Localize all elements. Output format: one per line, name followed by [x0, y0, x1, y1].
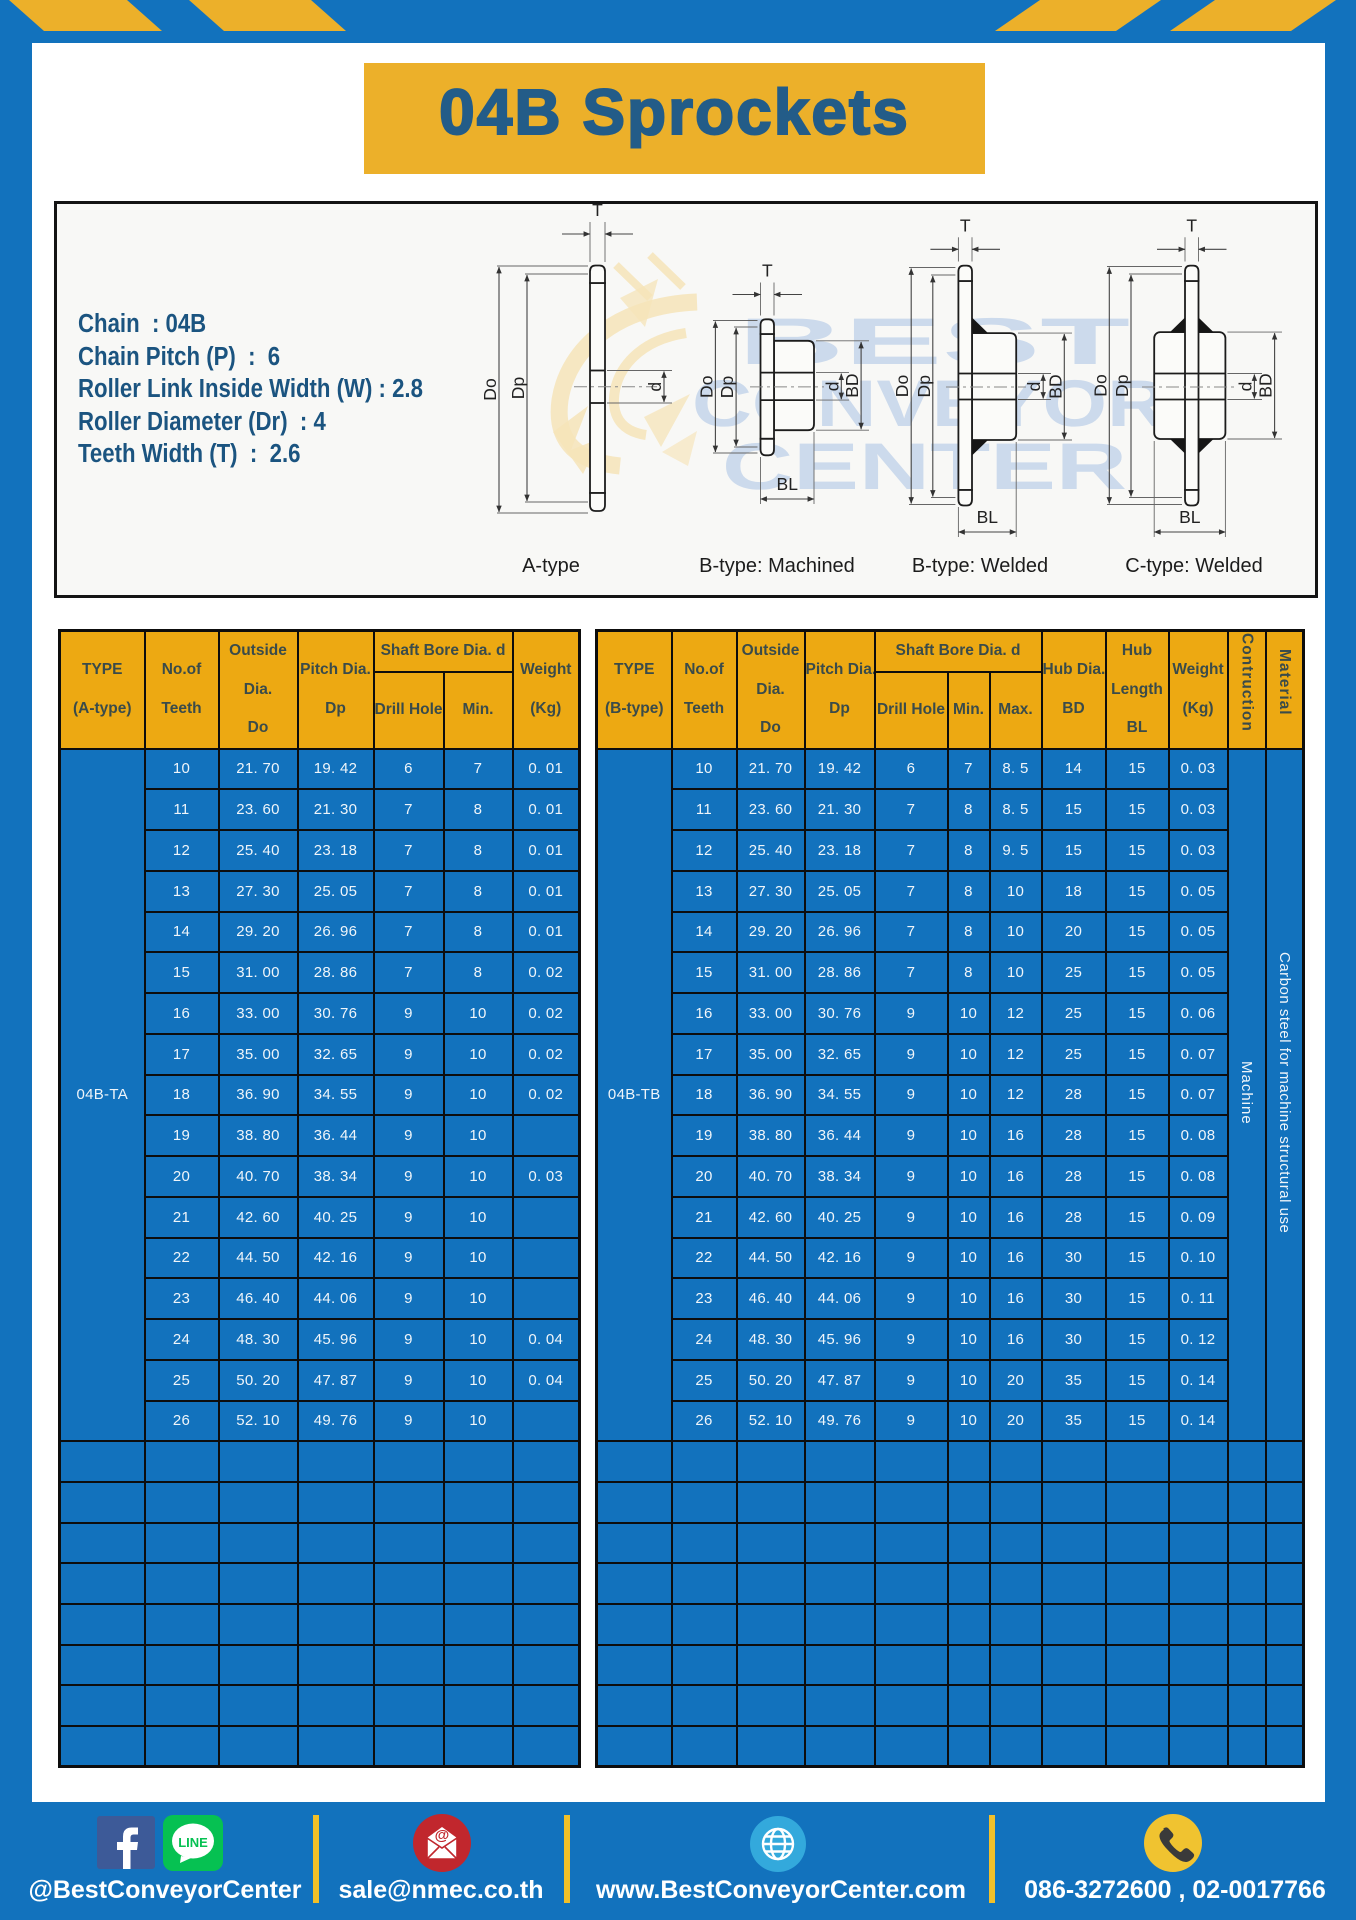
- svg-text:T: T: [762, 261, 773, 281]
- svg-text:BD: BD: [842, 373, 862, 397]
- svg-text:Dp: Dp: [717, 376, 737, 398]
- svg-text:BL: BL: [777, 474, 799, 494]
- svg-text:A-type: A-type: [522, 555, 580, 577]
- svg-text:C-type: Welded: C-type: Welded: [1125, 555, 1262, 577]
- svg-text:T: T: [960, 215, 971, 235]
- svg-text:Do: Do: [480, 378, 500, 400]
- svg-text:Dp: Dp: [1112, 375, 1132, 397]
- svg-text:T: T: [1186, 215, 1197, 235]
- svg-text:Dp: Dp: [914, 375, 934, 397]
- svg-text:BL: BL: [1179, 507, 1201, 527]
- svg-text:B-type: Machined: B-type: Machined: [699, 555, 855, 577]
- svg-text:Do: Do: [1090, 374, 1110, 396]
- svg-text:Do: Do: [892, 375, 912, 397]
- svg-text:d: d: [1235, 382, 1255, 392]
- svg-text:Dp: Dp: [508, 377, 528, 399]
- svg-text:Do: Do: [696, 376, 716, 398]
- svg-text:LINE: LINE: [178, 1835, 208, 1850]
- svg-text:B-type: Welded: B-type: Welded: [912, 555, 1048, 577]
- svg-text:BD: BD: [1045, 374, 1065, 398]
- svg-text:CENTER: CENTER: [722, 429, 1127, 503]
- svg-text:BD: BD: [1256, 373, 1276, 397]
- svg-text:d: d: [1024, 382, 1044, 392]
- svg-text:T: T: [592, 200, 603, 220]
- svg-text:@: @: [435, 1827, 450, 1844]
- svg-text:d: d: [645, 382, 665, 392]
- svg-text:d: d: [822, 381, 842, 391]
- svg-text:BL: BL: [977, 507, 999, 527]
